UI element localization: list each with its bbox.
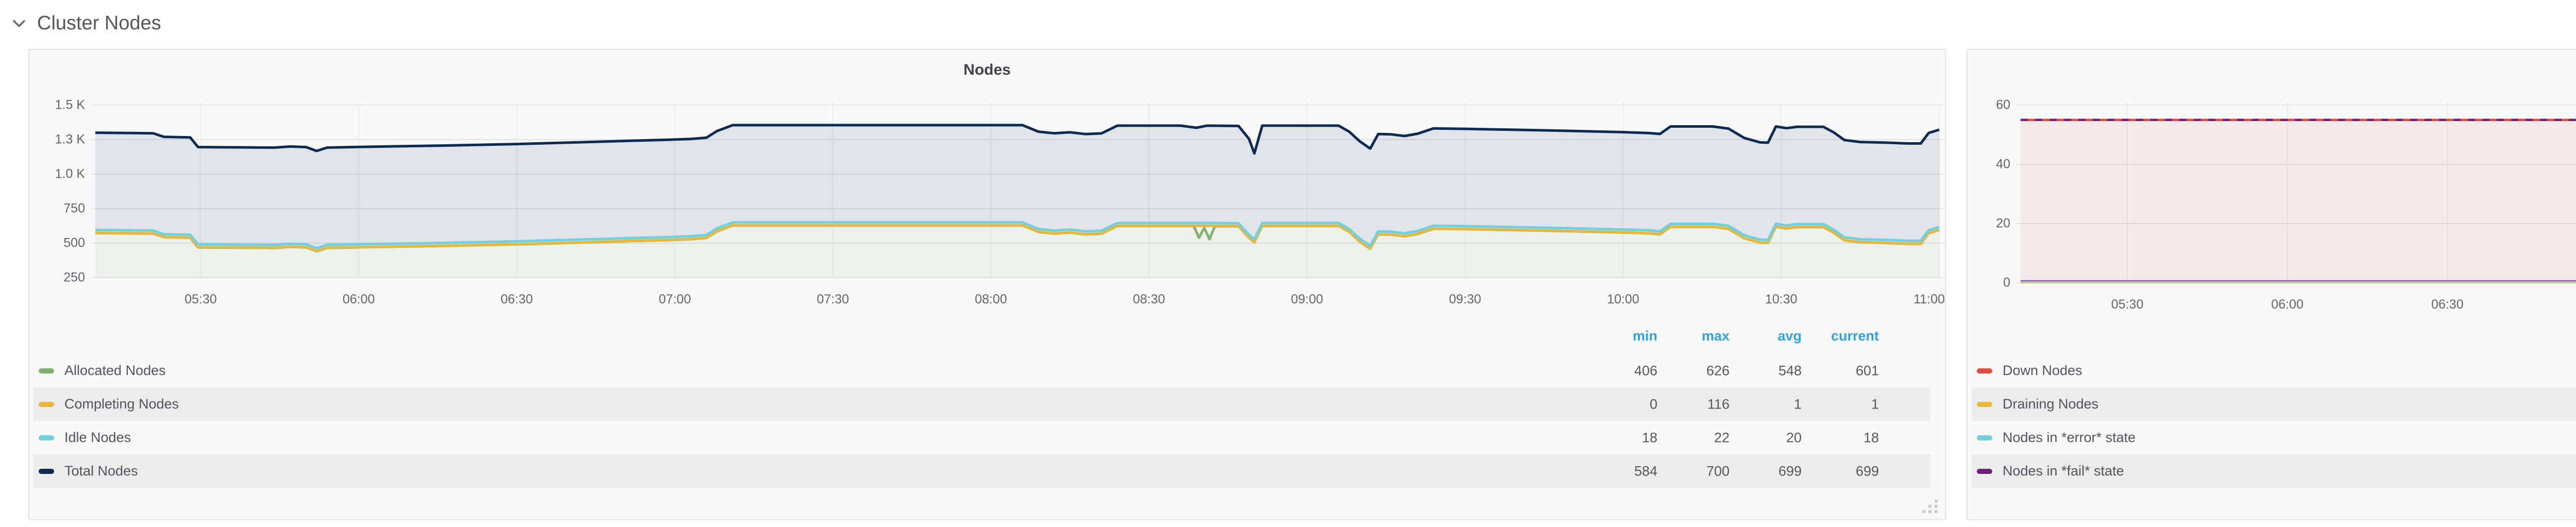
legend-stat-max: 700 — [1706, 463, 1730, 479]
legend-label[interactable]: Nodes in *fail* state — [2003, 463, 2124, 479]
y-tick-label: 40 — [1996, 157, 2010, 172]
legend-sort-avg[interactable]: avg — [1777, 328, 1802, 344]
legend-stat-min: 18 — [1641, 430, 1657, 445]
resize-grip-icon[interactable] — [1922, 500, 1940, 515]
legend-stat-min: 406 — [1634, 363, 1657, 378]
series-color-icon[interactable] — [39, 435, 54, 440]
legend-stat-current: 699 — [1855, 463, 1879, 479]
legend-stat-min: 584 — [1634, 463, 1657, 479]
x-tick-label: 07:00 — [658, 292, 691, 307]
legend-stat-max: 626 — [1706, 363, 1730, 378]
legend-label[interactable]: Nodes in *error* state — [2003, 430, 2136, 445]
legend-stat-current: 601 — [1855, 363, 1879, 378]
legend-label[interactable]: Completing Nodes — [64, 396, 179, 412]
x-tick-label: 09:30 — [1449, 292, 1481, 307]
legend-label[interactable]: Total Nodes — [64, 463, 138, 479]
y-tick-label: 20 — [1996, 216, 2010, 231]
plot-area[interactable] — [91, 99, 1943, 278]
x-tick-label: 09:00 — [1291, 292, 1324, 307]
legend-label[interactable]: Down Nodes — [2003, 363, 2082, 378]
legend-row: Allocated Nodes 406 626 548 601 — [33, 354, 1930, 387]
panel-title[interactable]: Fail/Down/Drain/Err Nodes — [1968, 61, 2576, 79]
legend-row: Nodes in *error* state0000 — [1972, 421, 2576, 454]
legend-header-row: min max avg current — [33, 328, 1930, 354]
panel-fail-down-drain-err-nodes: Fail/Down/Drain/Err Nodes 05:30 06:00 06:3… — [1967, 49, 2576, 520]
legend-stat-min: 0 — [1649, 396, 1657, 412]
plot-area[interactable] — [2016, 99, 2576, 284]
section-row-cluster-nodes[interactable]: Cluster Nodes — [10, 0, 161, 46]
legend-sort-current[interactable]: current — [1831, 328, 1879, 344]
x-tick-label: 06:30 — [2431, 297, 2464, 312]
legend-stat-avg: 1 — [1793, 396, 1802, 412]
legend-row: Down Nodes55555555 — [1972, 354, 2576, 387]
series-color-icon[interactable] — [1977, 368, 1992, 373]
y-tick-label: 500 — [63, 235, 85, 250]
x-tick-label: 10:00 — [1607, 292, 1639, 307]
legend-row: Draining Nodes0000 — [1972, 387, 2576, 421]
y-tick-label: 1.3 K — [55, 132, 85, 147]
legend-label[interactable]: Idle Nodes — [64, 430, 131, 445]
legend-stat-avg: 699 — [1778, 463, 1802, 479]
x-tick-label: 11:00 — [1913, 292, 1945, 307]
legend-stat-current: 1 — [1871, 396, 1879, 412]
x-tick-label: 06:00 — [2271, 297, 2303, 312]
legend-label[interactable]: Draining Nodes — [2003, 396, 2099, 412]
y-tick-label: 60 — [1996, 97, 2010, 112]
legend-stat-max: 116 — [1707, 396, 1730, 412]
x-tick-label: 08:30 — [1132, 292, 1165, 307]
legend-sort-max[interactable]: max — [1701, 328, 1730, 344]
series-color-icon[interactable] — [1977, 435, 1992, 440]
legend-stat-avg: 20 — [1786, 430, 1802, 445]
section-title: Cluster Nodes — [37, 12, 161, 34]
y-tick-label: 1.5 K — [55, 97, 85, 112]
legend-row: Idle Nodes 18 22 20 18 — [33, 421, 1930, 454]
legend-stat-current: 18 — [1863, 430, 1879, 445]
series-color-icon[interactable] — [1977, 468, 1992, 474]
legend-row: Nodes in *fail* state0000 — [1972, 454, 2576, 488]
legend-row: Total Nodes 584 700 699 699 — [33, 454, 1930, 488]
x-tick-label: 10:30 — [1765, 292, 1798, 307]
x-tick-label: 08:00 — [975, 292, 1007, 307]
legend-sort-min[interactable]: min — [1632, 328, 1657, 344]
series-color-icon[interactable] — [39, 368, 54, 373]
series-color-icon[interactable] — [1977, 401, 1992, 407]
series-color-icon[interactable] — [39, 401, 54, 407]
y-tick-label: 1.0 K — [55, 166, 85, 181]
chevron-down-icon — [13, 20, 25, 27]
legend-row: Completing Nodes 0 116 1 1 — [33, 387, 1930, 421]
x-tick-label: 06:00 — [343, 292, 375, 307]
y-tick-label: 250 — [63, 270, 85, 285]
x-tick-label: 07:30 — [817, 292, 849, 307]
series-color-icon[interactable] — [39, 468, 54, 474]
legend-label[interactable]: Allocated Nodes — [64, 363, 166, 378]
panel-title[interactable]: Nodes — [963, 61, 1011, 78]
x-tick-label: 06:30 — [500, 292, 533, 307]
panel-nodes: Nodes 05:30 06:00 06:30 07:00 07:30 08:00 08:3… — [28, 49, 1946, 520]
y-tick-label: 0 — [2003, 275, 2010, 290]
x-tick-label: 05:30 — [2111, 297, 2144, 312]
legend-stat-max: 22 — [1714, 430, 1730, 445]
x-tick-label: 05:30 — [184, 292, 217, 307]
y-tick-label: 750 — [63, 201, 85, 216]
legend-stat-avg: 548 — [1778, 363, 1802, 378]
